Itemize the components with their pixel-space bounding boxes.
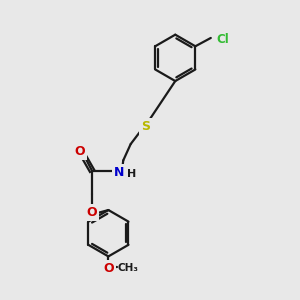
- Text: N: N: [114, 166, 124, 179]
- Text: CH₃: CH₃: [118, 263, 139, 273]
- Text: O: O: [103, 262, 114, 275]
- Text: Cl: Cl: [216, 33, 229, 46]
- Text: N: N: [114, 166, 124, 179]
- Text: Cl: Cl: [216, 33, 229, 46]
- Text: O: O: [87, 206, 98, 219]
- Text: S: S: [141, 120, 150, 133]
- Text: H: H: [127, 169, 136, 179]
- Text: O: O: [75, 145, 86, 158]
- Text: O: O: [103, 262, 114, 275]
- Text: S: S: [141, 120, 150, 133]
- Text: O: O: [75, 145, 86, 158]
- Text: O: O: [87, 206, 98, 219]
